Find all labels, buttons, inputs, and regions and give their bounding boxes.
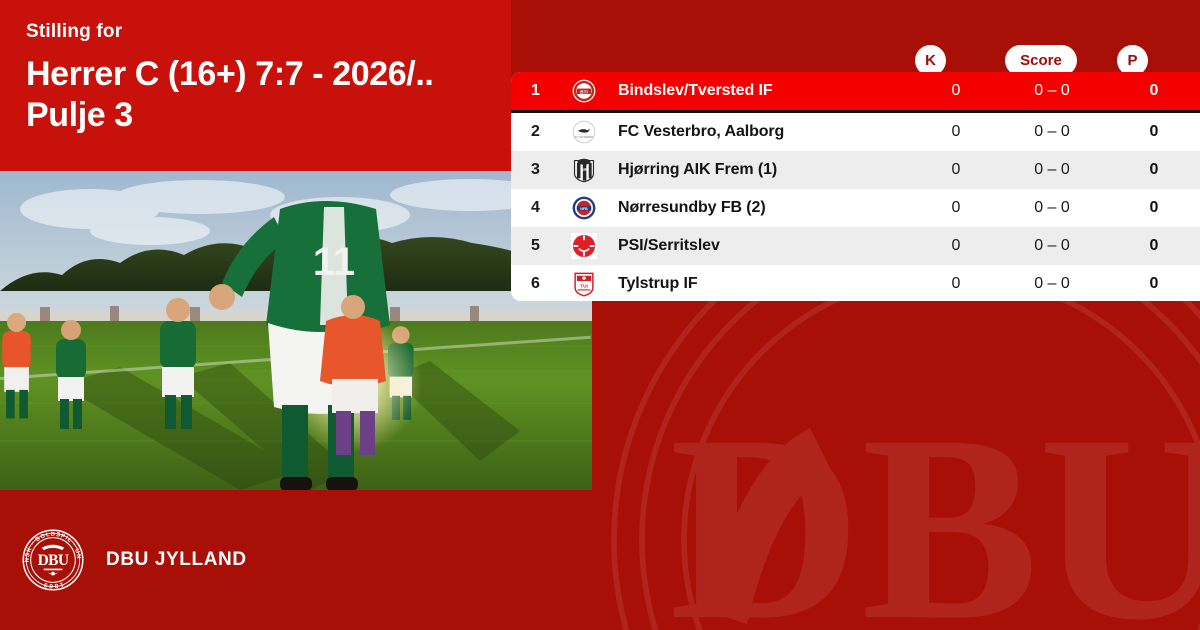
- table-row[interactable]: 2 FC VESTERBRO FC Vesterbro, Aalborg 0 0…: [511, 113, 1200, 151]
- row-score: 0 – 0: [1034, 82, 1070, 99]
- row-matches-played: 0: [951, 161, 961, 178]
- svg-text:AIK: AIK: [580, 167, 587, 172]
- row-position: 1: [531, 82, 540, 99]
- standings-column-header: K Score P: [511, 45, 1200, 76]
- row-team-name: PSI/Serritslev: [618, 237, 720, 254]
- header-block: Stilling for Herrer C (16+) 7:7 - 2026/.…: [0, 0, 511, 171]
- row-team-name: Tylstrup IF: [618, 275, 698, 292]
- row-score: 0 – 0: [1034, 199, 1070, 216]
- svg-text:11: 11: [313, 240, 355, 284]
- svg-text:FC VESTERBRO: FC VESTERBRO: [575, 136, 594, 139]
- hero-photo: 11: [0, 171, 592, 490]
- row-points: 0: [1149, 82, 1159, 99]
- row-team-name: FC Vesterbro, Aalborg: [618, 123, 785, 140]
- header-kicker: Stilling for: [26, 21, 123, 42]
- row-team-name: Bindslev/Tversted IF: [618, 82, 773, 99]
- svg-text:NFB: NFB: [580, 207, 588, 211]
- row-team-name: Nørresundby FB (2): [618, 199, 766, 216]
- row-points: 0: [1149, 199, 1159, 216]
- row-position: 4: [531, 199, 540, 216]
- table-row[interactable]: 1 BTI Bindslev/Tversted IF 0 0 – 0 0: [511, 72, 1200, 113]
- fc-vesterbro-aalborg-crest-icon: FC VESTERBRO: [560, 120, 608, 144]
- standings-table: 1 BTI Bindslev/Tversted IF 0 0 – 0 0 2 F…: [511, 72, 1200, 301]
- table-row[interactable]: 3 AIK Hjørring AIK Frem (1) 0 0 – 0 0: [511, 151, 1200, 189]
- row-team-name: Hjørring AIK Frem (1): [618, 161, 778, 178]
- column-header-p: P: [1117, 45, 1148, 76]
- row-points: 0: [1149, 161, 1159, 178]
- footer: DANSK · BOLDSPIL · UNION · 1889 · DBU DB…: [0, 490, 1200, 630]
- page-title: Herrer C (16+) 7:7 - 2026/.. Pulje 3: [26, 55, 434, 135]
- table-row[interactable]: 6 TUI Tylstrup IF 0 0 – 0 0: [511, 265, 1200, 301]
- psi-serritslev-crest-icon: [560, 233, 608, 259]
- svg-text:BTI: BTI: [580, 89, 588, 95]
- row-matches-played: 0: [951, 199, 961, 216]
- noerresundby-fb-crest-icon: NFB: [560, 196, 608, 220]
- row-matches-played: 0: [951, 237, 961, 254]
- hjoerring-aik-frem-crest-icon: AIK: [560, 157, 608, 183]
- row-points: 0: [1149, 123, 1159, 140]
- row-position: 3: [531, 161, 540, 178]
- row-matches-played: 0: [951, 82, 961, 99]
- table-row[interactable]: 5 PSI/Serritslev 0 0 – 0 0: [511, 227, 1200, 265]
- row-score: 0 – 0: [1034, 161, 1070, 178]
- footer-label: DBU JYLLAND: [106, 549, 247, 570]
- row-points: 0: [1149, 275, 1159, 292]
- row-score: 0 – 0: [1034, 123, 1070, 140]
- row-position: 6: [531, 275, 540, 292]
- column-header-k: K: [915, 45, 946, 76]
- row-matches-played: 0: [951, 275, 961, 292]
- tylstrup-if-crest-icon: TUI: [560, 271, 608, 297]
- row-position: 2: [531, 123, 540, 140]
- svg-text:DBU: DBU: [38, 552, 69, 569]
- row-position: 5: [531, 237, 540, 254]
- bindslev-tversted-if-crest-icon: BTI: [560, 79, 608, 103]
- row-matches-played: 0: [951, 123, 961, 140]
- row-points: 0: [1149, 237, 1159, 254]
- table-row[interactable]: 4 NFB Nørresundby FB (2) 0 0 – 0 0: [511, 189, 1200, 227]
- column-header-score: Score: [1005, 45, 1077, 76]
- dbu-crest-icon: DANSK · BOLDSPIL · UNION · 1889 · DBU: [22, 529, 84, 591]
- row-score: 0 – 0: [1034, 237, 1070, 254]
- row-score: 0 – 0: [1034, 275, 1070, 292]
- svg-text:TUI: TUI: [580, 284, 588, 290]
